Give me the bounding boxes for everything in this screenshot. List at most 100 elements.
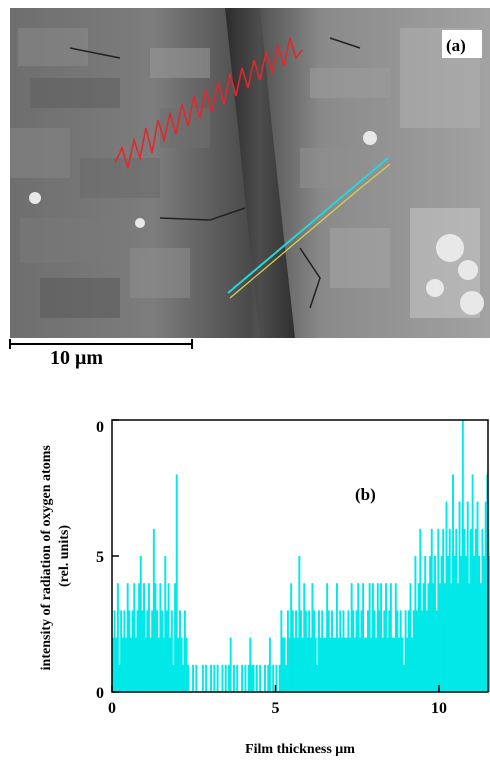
bar bbox=[161, 610, 163, 692]
bar bbox=[295, 610, 298, 692]
bar bbox=[319, 637, 322, 692]
bar bbox=[317, 610, 320, 692]
y-tick-label: 5 bbox=[96, 549, 104, 566]
bar bbox=[255, 664, 258, 692]
bar bbox=[144, 637, 147, 692]
oxygen-profile-chart: 0 5 10 0 5 0 (b) Film thickness μm intensity… bbox=[39, 419, 490, 757]
bar bbox=[141, 610, 144, 692]
bar bbox=[314, 637, 317, 692]
bar bbox=[304, 610, 307, 692]
bar bbox=[380, 583, 383, 692]
bar bbox=[404, 610, 407, 692]
bar bbox=[143, 583, 145, 692]
bar bbox=[154, 583, 157, 692]
bar bbox=[360, 610, 363, 692]
bar bbox=[432, 583, 435, 692]
bar bbox=[272, 664, 275, 692]
bar bbox=[456, 583, 459, 692]
bar bbox=[259, 664, 262, 692]
bar bbox=[337, 637, 340, 692]
bar bbox=[224, 664, 227, 692]
bar bbox=[123, 610, 126, 692]
bar bbox=[389, 583, 392, 692]
bar bbox=[146, 610, 149, 692]
bar bbox=[308, 610, 311, 692]
bar bbox=[162, 637, 165, 692]
bar bbox=[121, 637, 124, 692]
bar bbox=[347, 610, 350, 692]
bar bbox=[275, 664, 278, 692]
yellow-line-scan bbox=[229, 163, 391, 299]
bar bbox=[179, 610, 181, 692]
bar bbox=[116, 583, 119, 692]
bar bbox=[411, 637, 414, 692]
bar bbox=[473, 556, 476, 692]
red-eds-trace bbox=[114, 37, 303, 169]
bar bbox=[412, 610, 415, 692]
bar bbox=[129, 637, 132, 692]
cyan-line-scan bbox=[227, 157, 389, 294]
bar bbox=[249, 637, 252, 692]
bar bbox=[353, 637, 356, 692]
bar bbox=[335, 583, 338, 692]
bar bbox=[293, 637, 296, 692]
bar bbox=[371, 583, 374, 692]
bar bbox=[169, 637, 172, 692]
bar bbox=[394, 583, 397, 692]
bar bbox=[149, 637, 152, 692]
bar bbox=[156, 610, 159, 692]
bar bbox=[345, 637, 348, 692]
bar bbox=[352, 610, 355, 692]
bar bbox=[174, 583, 177, 692]
bar bbox=[386, 637, 389, 692]
bar bbox=[458, 501, 461, 692]
bar bbox=[474, 528, 477, 692]
bar bbox=[306, 637, 309, 692]
bar bbox=[131, 610, 134, 692]
bar bbox=[205, 664, 208, 692]
bar bbox=[438, 583, 441, 692]
y-axis: 0 5 0 bbox=[96, 419, 119, 702]
bar bbox=[391, 637, 394, 692]
bar bbox=[187, 664, 190, 692]
scale-bar bbox=[9, 339, 193, 349]
bar bbox=[327, 610, 330, 692]
panel-label-b: (b) bbox=[355, 485, 376, 504]
bar bbox=[133, 583, 136, 692]
bar bbox=[420, 610, 423, 692]
bar bbox=[213, 664, 216, 692]
bar bbox=[406, 637, 409, 692]
bar bbox=[280, 610, 283, 692]
bar bbox=[342, 610, 345, 692]
bar bbox=[301, 637, 304, 692]
bar bbox=[332, 637, 335, 692]
bar bbox=[398, 637, 401, 692]
bar bbox=[316, 664, 319, 692]
bar bbox=[357, 583, 360, 692]
bar bbox=[247, 664, 250, 692]
bar bbox=[228, 664, 231, 692]
bar bbox=[290, 583, 293, 692]
bar bbox=[363, 637, 366, 692]
bar bbox=[138, 583, 141, 692]
panel-label-a: (a) bbox=[446, 36, 466, 55]
sem-micrograph-panel: (a) bbox=[10, 8, 490, 338]
bar bbox=[264, 664, 266, 692]
bar bbox=[113, 610, 116, 692]
bar bbox=[434, 556, 436, 692]
y-tick-label: 0 bbox=[96, 419, 104, 436]
x-tick-label: 10 bbox=[431, 700, 447, 717]
y-axis-title-line-1: intensity of radiation of oxygen atoms bbox=[39, 445, 54, 671]
bar bbox=[340, 637, 343, 692]
bar bbox=[466, 501, 469, 692]
bar bbox=[425, 610, 428, 692]
label-box bbox=[442, 30, 482, 58]
bar bbox=[383, 610, 386, 692]
x-axis: 0 5 10 bbox=[108, 685, 447, 717]
bar bbox=[409, 583, 412, 692]
bar bbox=[167, 583, 170, 692]
bar bbox=[175, 474, 178, 692]
bar bbox=[440, 556, 443, 692]
bar bbox=[339, 610, 342, 692]
bar bbox=[268, 637, 271, 692]
